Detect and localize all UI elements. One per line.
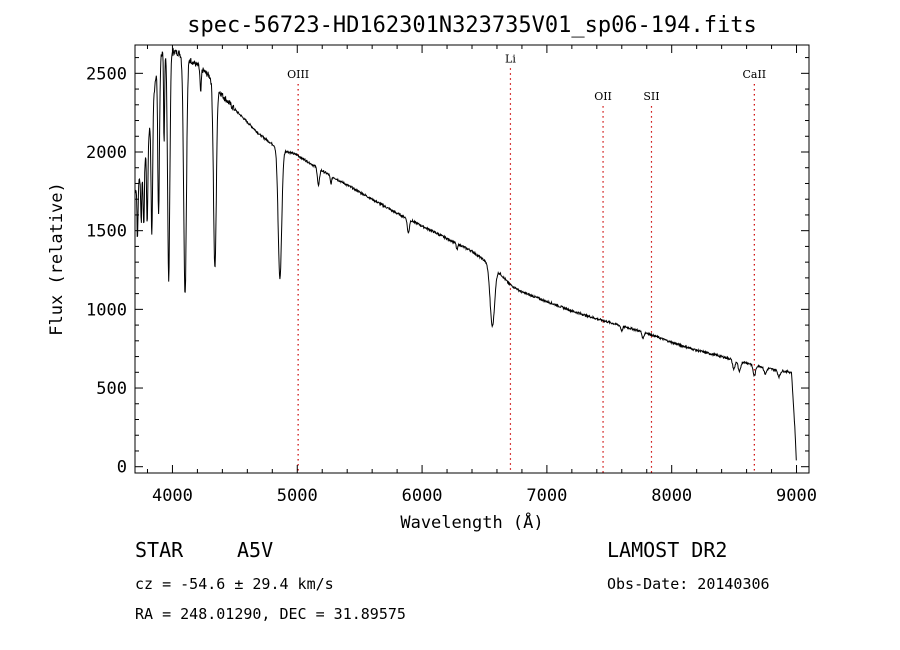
y-tick-label: 0	[117, 458, 127, 478]
coordinates: RA = 248.01290, DEC = 31.89575	[135, 605, 406, 623]
survey-name: LAMOST DR2	[607, 538, 727, 562]
y-tick-label: 2000	[86, 143, 127, 163]
line-marker-label: OII	[594, 90, 612, 103]
y-tick-label: 500	[96, 379, 127, 399]
line-marker-label: SII	[643, 90, 659, 103]
chart-title: spec-56723-HD162301N323735V01_sp06-194.f…	[187, 13, 757, 38]
observation-date: Obs-Date: 20140306	[607, 575, 770, 593]
x-tick-label: 5000	[277, 486, 318, 506]
x-tick-label: 8000	[651, 486, 692, 506]
x-tick-label: 9000	[776, 486, 817, 506]
object-class: STAR	[135, 538, 184, 562]
y-axis-label: Flux (relative)	[47, 182, 67, 336]
plot-frame	[134, 44, 810, 474]
x-tick-label: 7000	[526, 486, 567, 506]
x-tick-label: 6000	[402, 486, 443, 506]
line-markers: OIII Li OII SII CaII	[287, 52, 766, 473]
spectrum-series	[134, 47, 797, 461]
line-marker-label: Li	[505, 52, 516, 65]
y-tick-label: 1000	[86, 300, 127, 320]
y-tick-label: 1500	[86, 222, 127, 242]
redshift-velocity: cz = -54.6 ± 29.4 km/s	[135, 575, 334, 593]
x-axis-label: Wavelength (Å)	[400, 511, 543, 533]
line-marker-label: OIII	[287, 68, 309, 81]
spectral-subclass: A5V	[237, 538, 273, 562]
y-tick-label: 2500	[86, 64, 127, 84]
spectrum-line	[134, 47, 797, 461]
x-tick-label: 4000	[152, 486, 193, 506]
line-marker-label: CaII	[742, 68, 766, 81]
axis-ticks: 4000 5000 6000 7000 8000 9000 0 500 1000 1500 2000…	[86, 45, 817, 506]
